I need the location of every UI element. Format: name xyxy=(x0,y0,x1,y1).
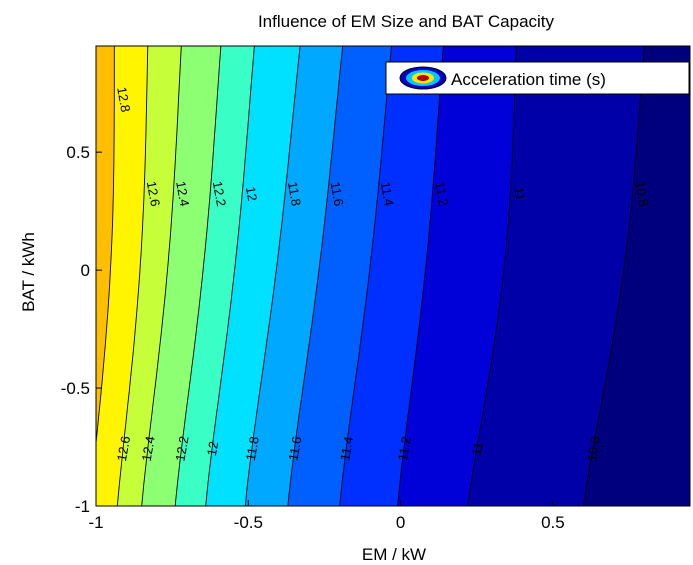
contour-fill-bands xyxy=(96,46,690,506)
contour-label-12.6: 12.6 xyxy=(144,180,163,208)
contour-line-11 xyxy=(467,46,517,506)
contour-line-12.4 xyxy=(141,46,182,506)
contour-label-11: 11 xyxy=(511,186,528,202)
legend-label: Acceleration time (s) xyxy=(451,70,606,89)
contour-line-12.6 xyxy=(116,46,149,506)
chart-title: Influence of EM Size and BAT Capacity xyxy=(258,12,555,31)
contour-label-11.4: 11.4 xyxy=(378,181,397,208)
contour-label-12.8: 12.8 xyxy=(114,86,133,114)
contour-line-11.4 xyxy=(339,46,392,506)
contour-label-12.4: 12.4 xyxy=(173,180,192,208)
contour-label-11: 11 xyxy=(469,441,486,457)
x-tick-label: -1 xyxy=(88,513,103,532)
contour-labels: 12.8 12.6 12.6 12.4 12.4 12.2 12.2 12 12 11.8 11.8… xyxy=(114,86,652,463)
contour-label-11.6: 11.6 xyxy=(328,181,347,208)
contour-label-12: 12 xyxy=(243,185,260,202)
contour-line-11.2 xyxy=(397,46,444,506)
contour-label-10.8: 10.8 xyxy=(632,180,651,208)
contour-line-12.8 xyxy=(96,46,115,448)
x-tick-label: 0 xyxy=(396,513,405,532)
contour-label-12.2: 12.2 xyxy=(172,435,191,463)
contour-label-12.4: 12.4 xyxy=(139,435,158,463)
contour-label-11.8: 11.8 xyxy=(243,435,262,462)
y-tick-label: 0 xyxy=(81,261,90,280)
contour-label-12.6: 12.6 xyxy=(114,435,133,463)
contour-label-12.2: 12.2 xyxy=(210,180,229,208)
contour-line-10.8 xyxy=(582,46,645,506)
contour-label-11.6: 11.6 xyxy=(285,435,304,462)
y-axis-label: BAT / kWh xyxy=(19,232,38,312)
contour-label-11.8: 11.8 xyxy=(285,181,304,208)
band-above-12.8 xyxy=(96,46,115,443)
x-tick-label: 0.5 xyxy=(541,513,565,532)
x-axis-label: EM / kW xyxy=(362,545,426,564)
legend: Acceleration time (s) xyxy=(385,61,690,95)
contour-label-11.4: 11.4 xyxy=(337,435,356,462)
contour-label-11.2: 11.2 xyxy=(395,435,414,462)
plot-frame xyxy=(95,45,691,507)
y-tick-label: -0.5 xyxy=(61,379,90,398)
contour-label-12: 12 xyxy=(204,440,221,457)
contour-line-11.6 xyxy=(287,46,344,506)
y-tick-label: -1 xyxy=(75,497,90,516)
contour-line-12.2 xyxy=(174,46,222,506)
contour-label-11.2: 11.2 xyxy=(432,181,451,208)
contour-line-11.8 xyxy=(244,46,301,506)
contour-label-10.8: 10.8 xyxy=(584,435,603,463)
axis-ticks: -1 -0.5 0 0.5 -1 -0.5 0 0.5 xyxy=(61,143,565,532)
contour-lines xyxy=(96,46,645,506)
contour-line-12 xyxy=(205,46,255,506)
y-tick-label: 0.5 xyxy=(66,143,90,162)
x-tick-label: -0.5 xyxy=(234,513,263,532)
legend-swatch-icon xyxy=(399,66,447,90)
